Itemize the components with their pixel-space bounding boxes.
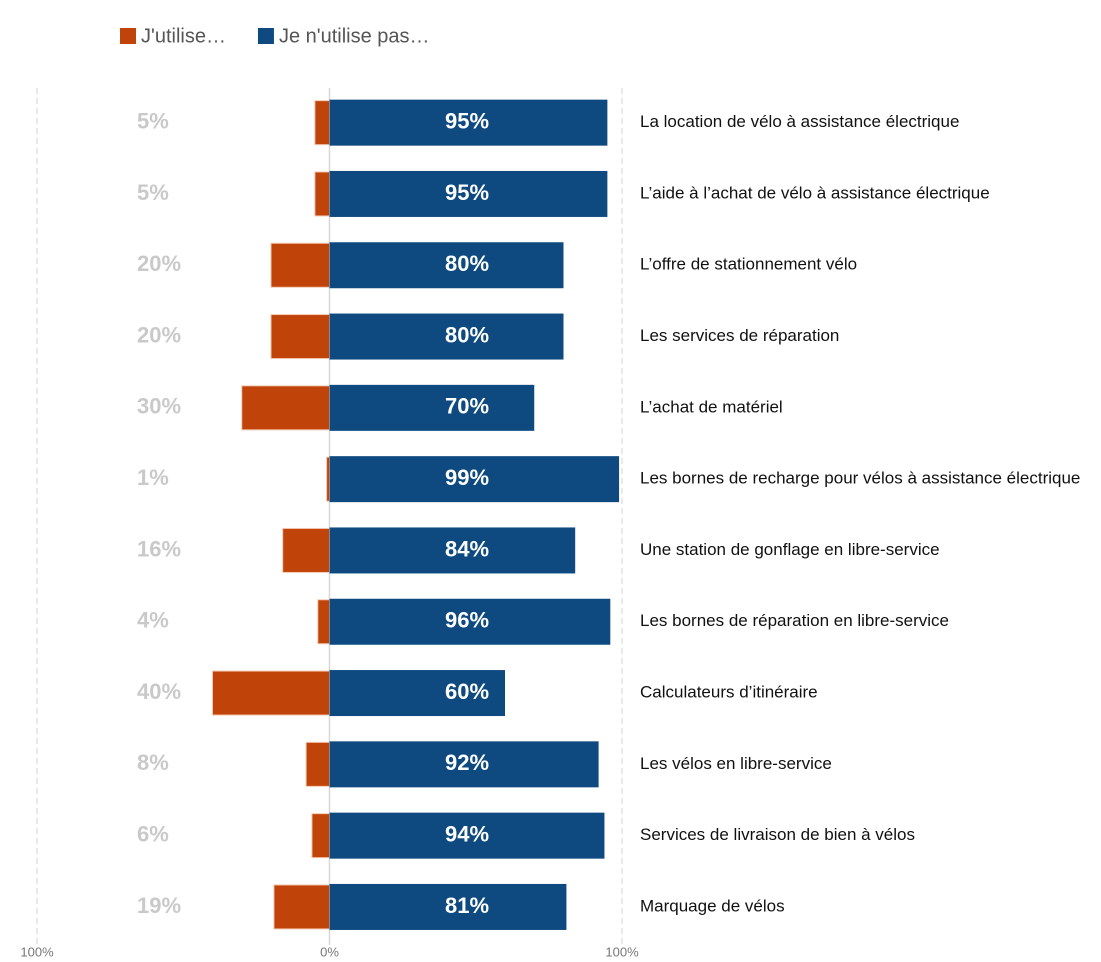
category-label: Les bornes de réparation en libre-servic… [640, 611, 949, 630]
value-label: 4% [137, 608, 169, 633]
bar [329, 456, 620, 503]
x-tick-label: 100% [20, 944, 54, 959]
value-label: 94% [445, 821, 489, 846]
value-label: 1% [137, 465, 169, 490]
bar [212, 670, 330, 716]
category-label: Les vélos en libre-service [640, 754, 832, 773]
value-label: 92% [445, 750, 489, 775]
value-label: 20% [137, 322, 181, 347]
category-label: L’achat de matériel [640, 397, 783, 416]
value-label: 80% [445, 251, 489, 276]
value-label: 99% [445, 465, 489, 490]
value-label: 95% [445, 180, 489, 205]
category-label: Les services de réparation [640, 326, 839, 345]
category-label: La location de vélo à assistance électri… [640, 112, 959, 131]
bar [329, 741, 599, 788]
bar [329, 527, 576, 574]
bar [241, 385, 330, 431]
category-label: Une station de gonflage en libre-service [640, 540, 940, 559]
value-label: 6% [137, 821, 169, 846]
value-label: 19% [137, 893, 181, 918]
legend-swatch [257, 28, 274, 44]
value-label: 5% [137, 108, 169, 133]
category-label: L’offre de stationnement vélo [640, 255, 857, 274]
value-label: 16% [137, 536, 181, 561]
value-label: 5% [137, 180, 169, 205]
category-label: Les bornes de recharge pour vélos à assi… [640, 469, 1080, 488]
value-label: 70% [445, 394, 489, 419]
bar [329, 598, 611, 645]
x-tick-label: 100% [605, 944, 639, 959]
bar [329, 384, 535, 431]
category-label: Marquage de vélos [640, 896, 785, 915]
bar [314, 171, 330, 217]
bar [329, 242, 564, 289]
bar [329, 170, 608, 217]
value-label: 40% [137, 679, 181, 704]
legend-label: J'utilise… [141, 25, 226, 47]
bar [282, 527, 331, 573]
bar [270, 242, 330, 288]
value-label: 80% [445, 322, 489, 347]
bar [314, 100, 330, 146]
bar [273, 884, 330, 930]
category-label: L’aide à l’achat de vélo à assistance él… [640, 183, 990, 202]
bar [329, 883, 567, 930]
category-label: Services de livraison de bien à vélos [640, 825, 915, 844]
bar [329, 670, 505, 717]
bar [329, 99, 608, 146]
value-label: 20% [137, 251, 181, 276]
legend-swatch [120, 28, 136, 44]
category-label: Calculateurs d’itinéraire [640, 683, 818, 702]
legend-label: Je n'utilise pas… [279, 25, 430, 47]
value-label: 8% [137, 750, 169, 775]
value-label: 60% [445, 679, 489, 704]
value-label: 30% [137, 394, 181, 419]
bar [311, 813, 331, 859]
bar [317, 599, 330, 645]
value-label: 84% [445, 536, 489, 561]
bar [329, 812, 605, 859]
value-label: 96% [445, 608, 489, 633]
bar [305, 741, 331, 787]
bar [270, 314, 330, 360]
value-label: 95% [445, 108, 489, 133]
x-tick-label: 0% [320, 944, 339, 959]
bar [326, 456, 331, 502]
bar [329, 313, 564, 360]
value-label: 81% [445, 893, 489, 918]
